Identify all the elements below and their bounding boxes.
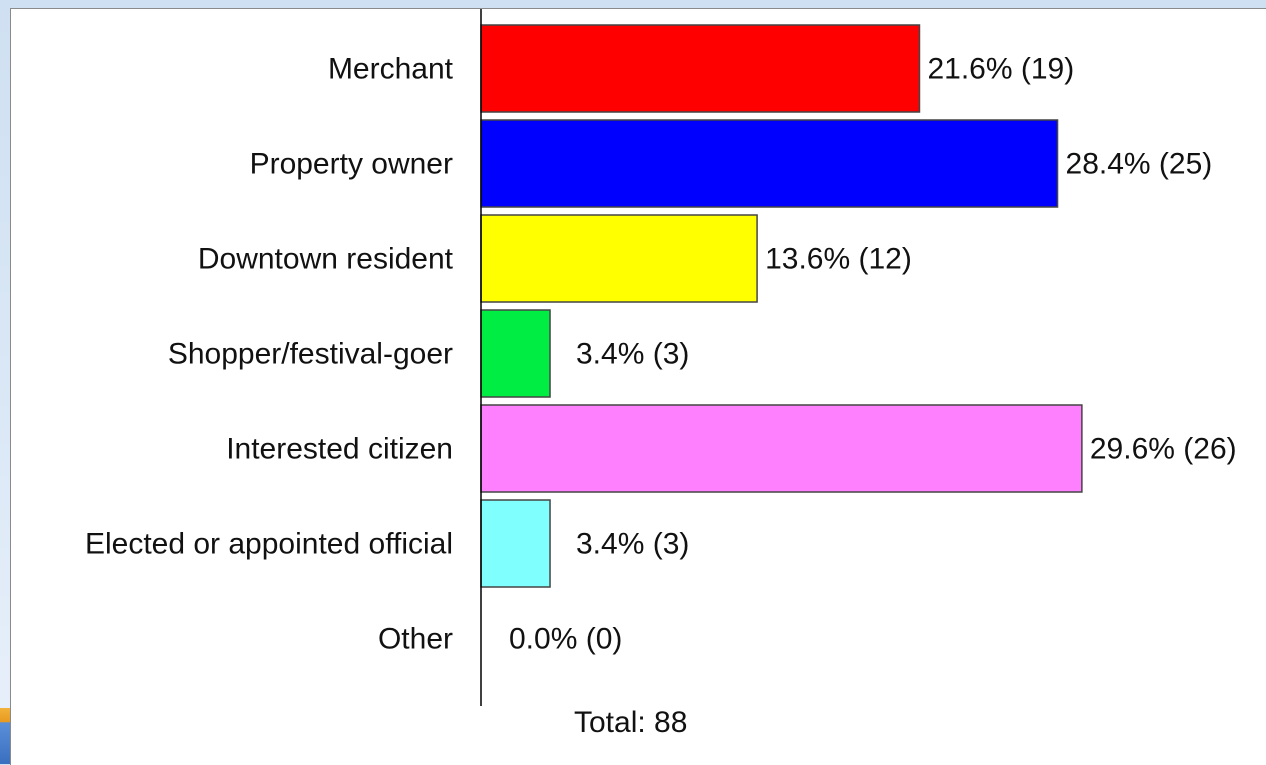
labels-layer: Merchant 21.6% (19) Property owner 28.4% (2… [85, 53, 1237, 656]
category-label-5: Elected or appointed official [85, 528, 453, 561]
category-label-6: Other [378, 623, 453, 656]
chart-panel: Merchant 21.6% (19) Property owner 28.4% (2… [10, 8, 1266, 765]
category-label-0: Merchant [328, 53, 454, 86]
value-label-1: 28.4% (25) [1066, 148, 1213, 181]
category-label-3: Shopper/festival-goer [168, 338, 453, 371]
value-label-4: 29.6% (26) [1090, 433, 1237, 466]
bar-4 [480, 404, 1083, 493]
category-label-2: Downtown resident [198, 243, 454, 276]
category-label-4: Interested citizen [226, 433, 453, 466]
total-label: Total: 88 [574, 706, 687, 739]
category-label-1: Property owner [250, 148, 453, 181]
bar-5 [480, 499, 551, 588]
value-label-2: 13.6% (12) [765, 243, 912, 276]
bar-0 [480, 24, 921, 113]
bar-1 [480, 119, 1059, 208]
value-label-3: 3.4% (3) [576, 338, 689, 371]
bar-chart: Merchant 21.6% (19) Property owner 28.4% (2… [85, 9, 1237, 739]
value-label-5: 3.4% (3) [576, 528, 689, 561]
value-label-6: 0.0% (0) [509, 623, 622, 656]
bar-2 [480, 214, 758, 303]
bar-3 [480, 309, 551, 398]
value-label-0: 21.6% (19) [927, 53, 1074, 86]
slide-corner-accent [0, 708, 10, 764]
bars-layer [480, 24, 1083, 588]
